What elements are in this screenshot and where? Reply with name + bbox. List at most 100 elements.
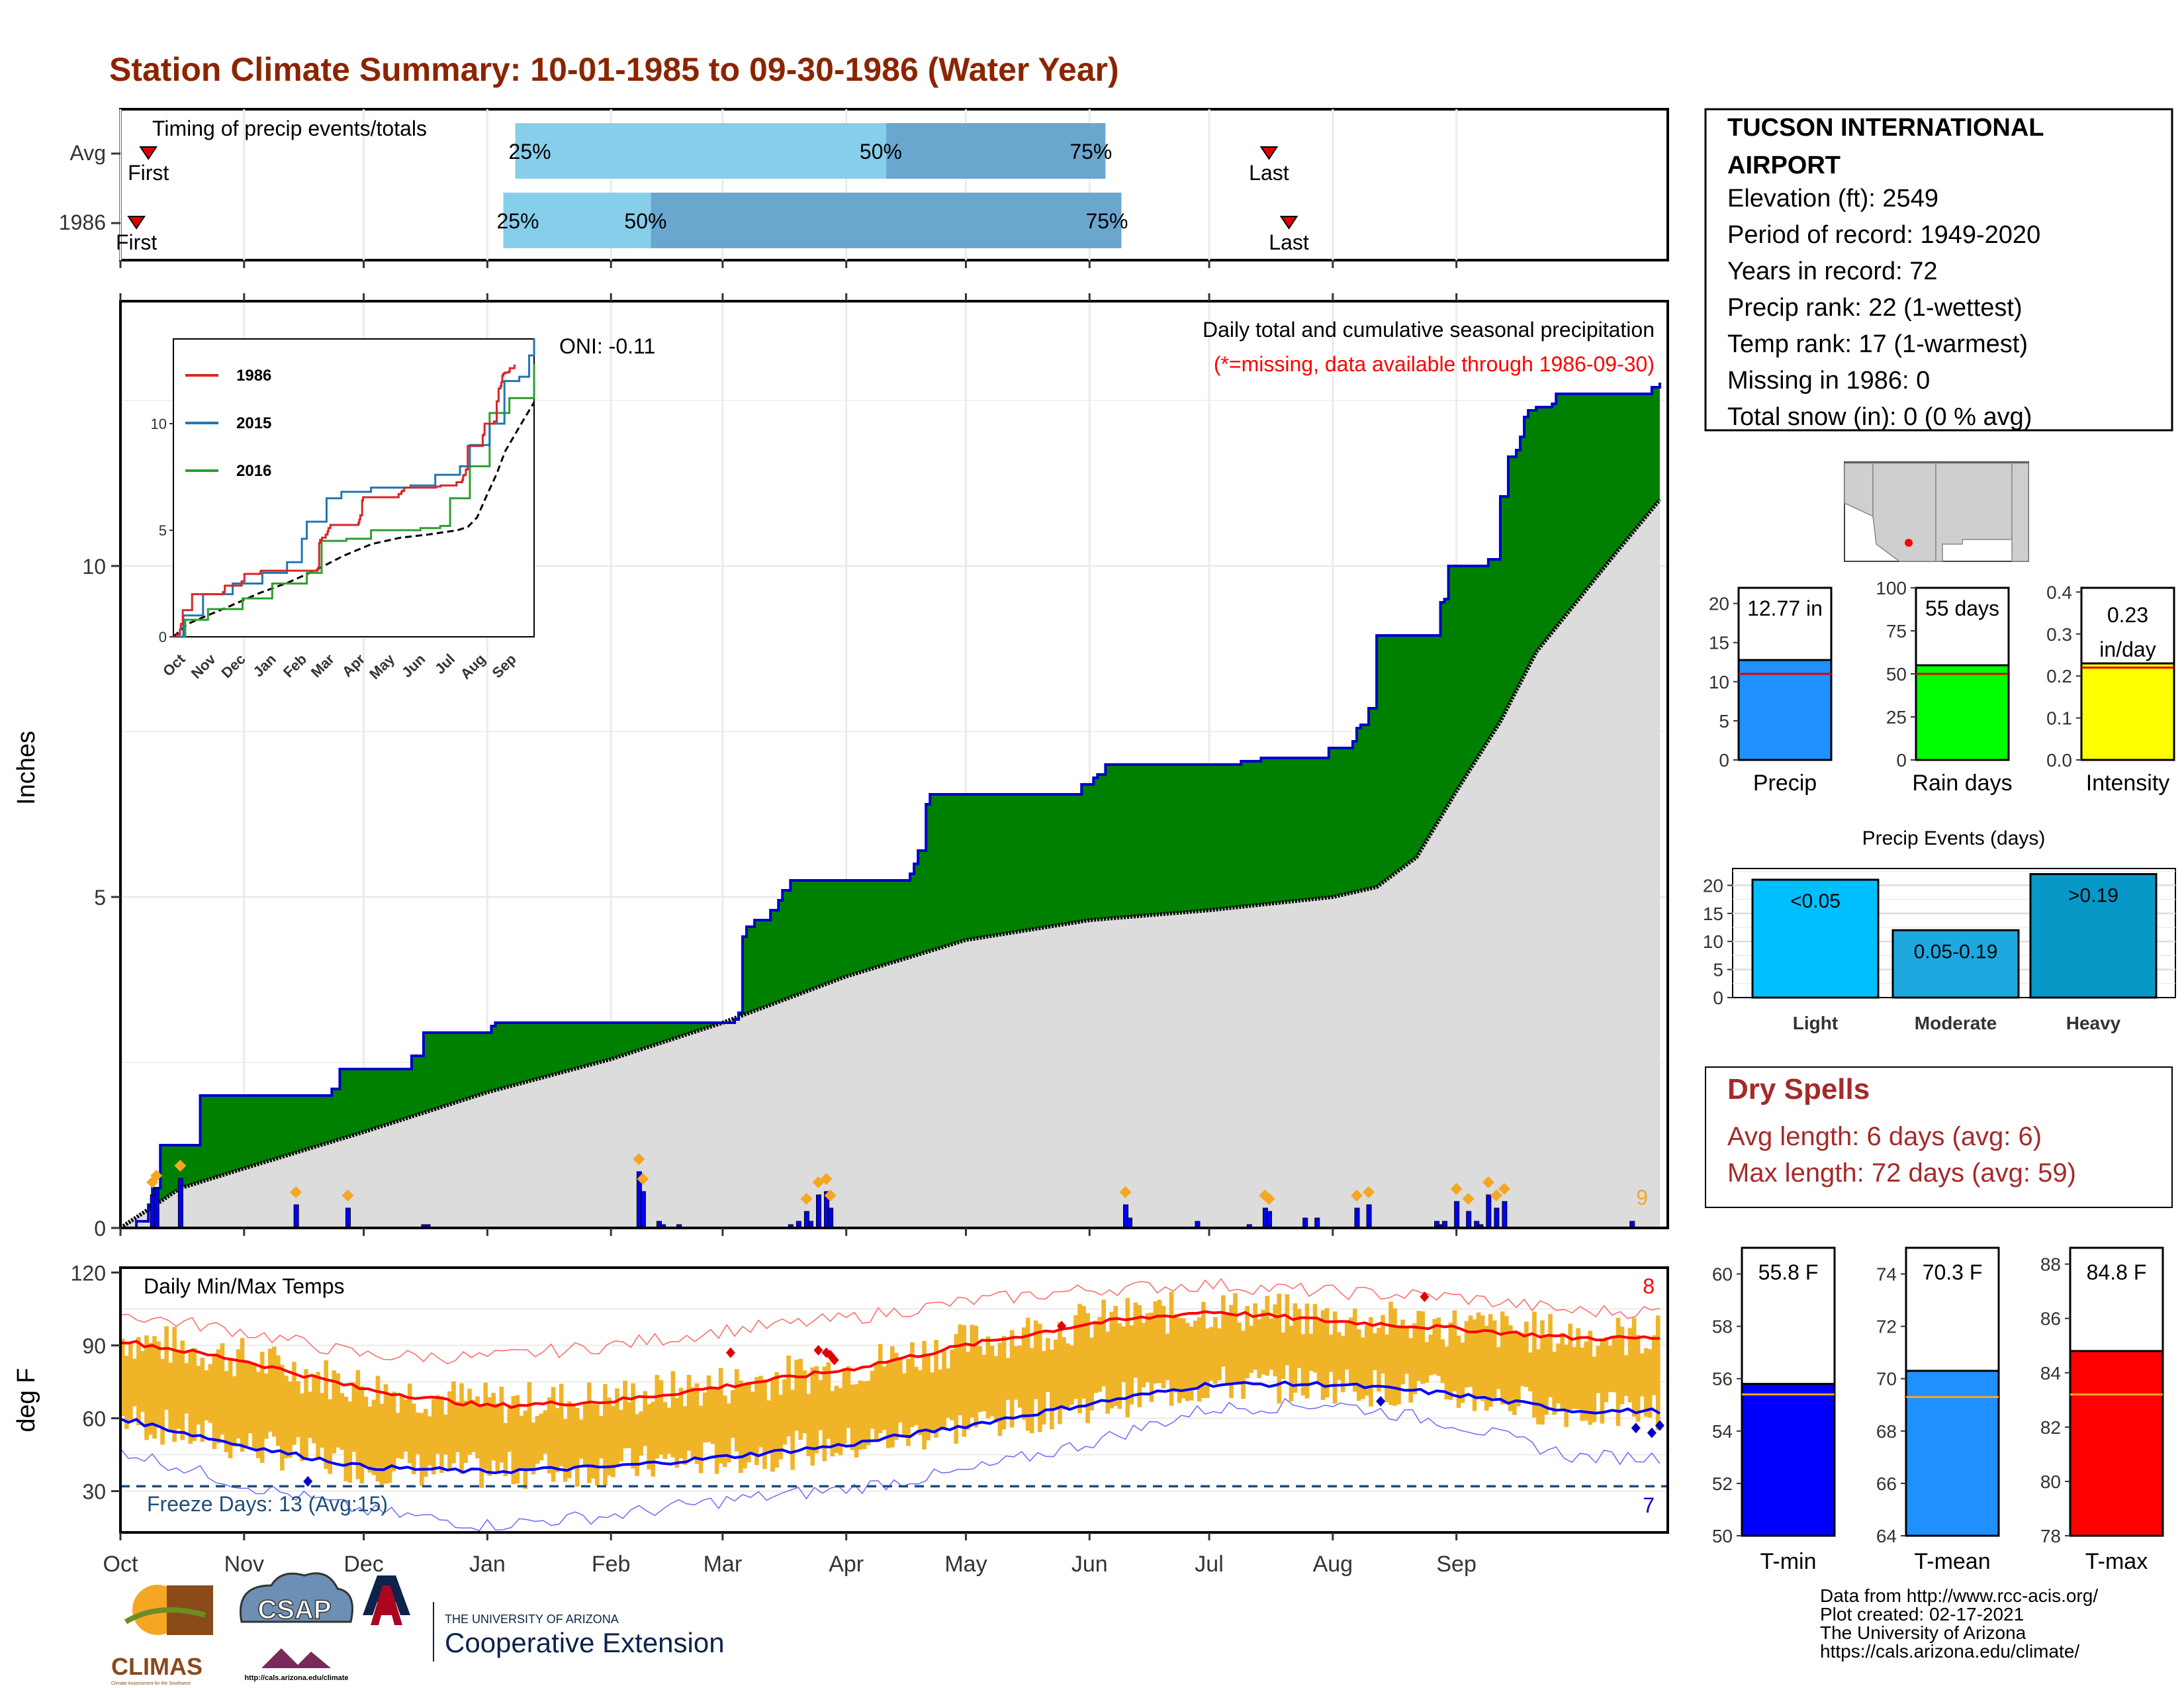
daily-temp-bar (1085, 1313, 1090, 1424)
daily-temp-bar (395, 1413, 400, 1458)
csap-logo-text: CSAP (257, 1595, 331, 1624)
daily-precip-bar (177, 1178, 183, 1229)
record-high-marker (813, 1344, 823, 1356)
precip-y-axis: 0 5 10 (82, 555, 120, 1241)
daily-temp-bar (1631, 1317, 1637, 1417)
climas-logo-text: CLIMAS (111, 1653, 203, 1680)
daily-temp-bar (1388, 1301, 1393, 1405)
daily-temp-bar (619, 1409, 623, 1462)
month-label: Jun (1071, 1552, 1108, 1577)
daily-precip-bar (1466, 1211, 1472, 1229)
daily-temp-bar (1153, 1301, 1158, 1384)
temp-summary-label: T-mean (1914, 1549, 1990, 1574)
daily-temp-bar (1492, 1320, 1497, 1398)
timing-first-marker (127, 216, 146, 230)
daily-temp-bar (786, 1355, 791, 1436)
daily-temp-bar (1392, 1308, 1397, 1406)
station-missing: Missing in 1986: 0 (1727, 367, 1930, 395)
daily-temp-bar (997, 1342, 1003, 1436)
daily-temp-bar (1269, 1318, 1274, 1370)
inset-legend-label: 2016 (236, 462, 271, 480)
daily-temp-bar (280, 1364, 285, 1471)
daily-temp-bar (1185, 1323, 1190, 1401)
daily-temp-bar (1369, 1317, 1373, 1407)
intensity-summary-tick-label: 0.1 (2046, 708, 2072, 729)
daily-temp-bar (1612, 1336, 1617, 1393)
temp-summary-tick-label: 58 (1712, 1317, 1733, 1337)
daily-temp-bar (1257, 1319, 1261, 1378)
precip-events-bar (2029, 872, 2158, 999)
daily-temp-bar (666, 1407, 672, 1454)
csap-logo-url: http://cals.arizona.edu/climate (244, 1674, 348, 1682)
month-label: Mar (704, 1552, 743, 1577)
daily-temp-bar (1293, 1303, 1298, 1393)
daily-temp-bar (850, 1384, 855, 1450)
rain-days-summary-bar (1915, 664, 2010, 761)
summary-bars: 0 5 10 15 20 Precip 12.77 in 0 25 50 75 100 Rain day… (1709, 578, 2175, 796)
daily-temp-bar (886, 1360, 891, 1448)
heavy-event-marker (1119, 1186, 1132, 1198)
record-high-marker (1420, 1291, 1430, 1303)
heavy-event-marker (1263, 1193, 1275, 1205)
daily-temp-bar (1137, 1305, 1142, 1407)
daily-temp-bar (910, 1342, 915, 1427)
daily-temp-bar (1592, 1356, 1597, 1423)
daily-temp-bar (228, 1358, 233, 1458)
daily-temp-bar (547, 1397, 552, 1474)
daily-temp-bar (1201, 1301, 1206, 1399)
daily-temp-bar (1316, 1319, 1322, 1383)
daily-temp-bar (156, 1341, 161, 1427)
daily-temp-bar (587, 1382, 592, 1483)
heavy-event-marker (800, 1193, 813, 1205)
average-precip-line (119, 498, 1662, 1230)
daily-temp-bar (770, 1380, 775, 1472)
daily-temp-bar (1635, 1335, 1641, 1422)
daily-precip-bar (640, 1191, 646, 1229)
daily-temp-bar (136, 1336, 141, 1426)
precip-events-tick-label: 20 (1703, 875, 1723, 896)
daily-temp-bar (599, 1415, 604, 1459)
daily-temp-bar (216, 1349, 221, 1444)
daily-temp-bar (1356, 1329, 1361, 1401)
temp-summary-tick-label: 66 (1876, 1474, 1897, 1494)
daily-temp-bar (267, 1348, 273, 1432)
heavy-event-marker (637, 1173, 649, 1185)
daily-temp-bar (818, 1380, 823, 1430)
daily-temp-bar (200, 1358, 205, 1442)
daily-temp-bar (1472, 1319, 1477, 1411)
daily-temp-bar (751, 1391, 755, 1454)
temp-summary-tick-label: 56 (1712, 1369, 1733, 1389)
daily-temp-bar (519, 1415, 524, 1470)
daily-temp-bar (1101, 1299, 1106, 1387)
timing-last-label: Last (1269, 230, 1309, 254)
daily-temp-bar (702, 1392, 707, 1443)
daily-temp-bar (1456, 1335, 1461, 1408)
daily-temp-bar (595, 1404, 600, 1486)
daily-temp-bar (1615, 1317, 1621, 1426)
daily-temp-bar (1281, 1332, 1286, 1380)
intensity-summary-value: 0.23 (2107, 603, 2148, 627)
timing-bars: 25% 50% 75% First Last Avg 25% 50% 75% First Last 1… (59, 123, 1309, 254)
daily-temp-bar (882, 1366, 887, 1430)
daily-temp-bar (495, 1403, 500, 1474)
temp-panel-title: Daily Min/Max Temps (144, 1274, 344, 1298)
daily-temp-bar (124, 1356, 129, 1429)
daily-temp-bar (950, 1349, 954, 1421)
record-low-marker (1647, 1427, 1657, 1438)
daily-temp-bar (160, 1358, 165, 1445)
daily-temp-bar (1420, 1311, 1426, 1384)
daily-temp-bar (978, 1346, 983, 1413)
daily-temp-bar (670, 1371, 676, 1458)
daily-precip-bar (1454, 1201, 1460, 1229)
daily-temp-bar (332, 1370, 336, 1454)
oni-value: ONI: -0.11 (559, 334, 655, 358)
daily-temp-bar (240, 1338, 245, 1452)
month-label: Aug (1313, 1552, 1353, 1577)
credit-data-source: Data from http://www.rcc-acis.org/ (1820, 1585, 2098, 1606)
inset-1986-line (173, 364, 516, 638)
timing-first-marker (139, 146, 158, 160)
temp-summary-tick-label: 84 (2040, 1363, 2061, 1383)
daily-temp-bar (367, 1406, 373, 1473)
daily-temp-bar (1221, 1295, 1226, 1367)
temp-y-axis: 30 60 90 120 (71, 1261, 120, 1504)
